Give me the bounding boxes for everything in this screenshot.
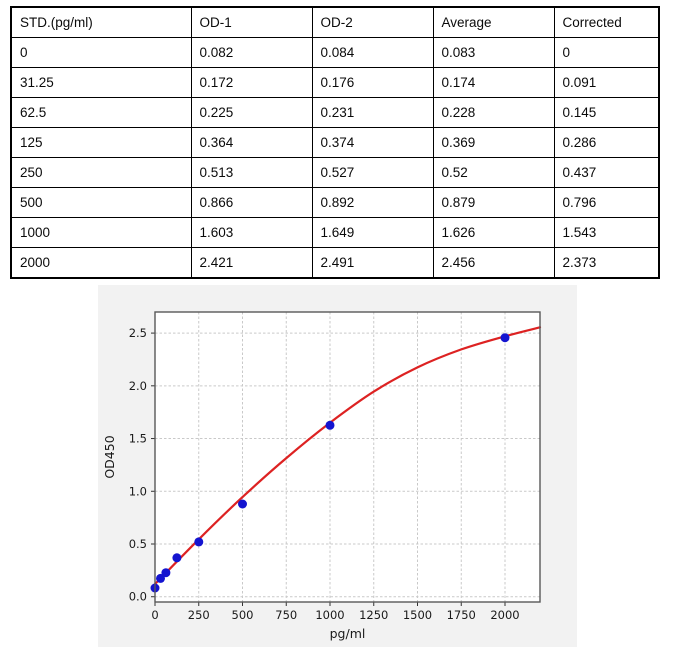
table-cell: 0.228 (432, 97, 555, 128)
table-cell: 2000 (10, 247, 192, 279)
table-cell: 125 (10, 127, 192, 158)
x-tick-labels: 0 250 500 750 1000 1250 1500 1750 2000 (151, 608, 519, 622)
plot-border (154, 311, 541, 603)
table-cell: 0.174 (432, 67, 555, 98)
y-tick-label: 2.5 (129, 326, 147, 340)
data-point (161, 568, 171, 578)
x-tick-label: 1750 (447, 608, 476, 622)
standards-table: STD.(pg/ml) OD-1 OD-2 Average Corrected 0 0.0… (10, 6, 660, 279)
table-row: 500 0.866 0.892 0.879 0.796 (10, 187, 660, 218)
table-cell: 0.879 (432, 187, 555, 218)
column-header: OD-2 (311, 6, 434, 38)
table-cell: 1.649 (311, 217, 434, 248)
table-cell: 0.866 (190, 187, 313, 218)
table-cell: 0.145 (553, 97, 660, 128)
table-cell: 1000 (10, 217, 192, 248)
x-tick-label: 250 (188, 608, 210, 622)
table-cell: 0.225 (190, 97, 313, 128)
table-cell: 0.091 (553, 67, 660, 98)
y-tick-label: 2.0 (129, 379, 147, 393)
table-cell: 0.513 (190, 157, 313, 188)
y-tick-labels: 0.0 0.5 1.0 1.5 2.0 2.5 (129, 326, 147, 604)
data-point (194, 537, 204, 547)
table-row: 1000 1.603 1.649 1.626 1.543 (10, 217, 660, 248)
x-tick-label: 500 (232, 608, 254, 622)
table-cell: 0 (553, 37, 660, 68)
table-cell: 1.603 (190, 217, 313, 248)
data-point (156, 573, 165, 583)
table-row: 125 0.364 0.374 0.369 0.286 (10, 127, 660, 158)
data-point (172, 553, 182, 563)
x-tick-label: 1000 (315, 608, 344, 622)
table-cell: 2.421 (190, 247, 313, 279)
plot-area (155, 312, 540, 602)
table-cell: 2.491 (311, 247, 434, 279)
table-cell: 0.374 (311, 127, 434, 158)
x-tick-label: 1250 (359, 608, 388, 622)
table-cell: 250 (10, 157, 192, 188)
table-cell: 1.626 (432, 217, 555, 248)
data-point (325, 420, 335, 430)
table-cell: 0.084 (311, 37, 434, 68)
table-cell: 0.286 (553, 127, 660, 158)
table-cell: 0.364 (190, 127, 313, 158)
y-tick-label: 1.0 (129, 484, 147, 498)
y-axis-label: OD450 (102, 435, 117, 478)
table-row: 250 0.513 0.527 0.52 0.437 (10, 157, 660, 188)
table-row: 31.25 0.172 0.176 0.174 0.091 (10, 67, 660, 98)
table-cell: 0.172 (190, 67, 313, 98)
column-header: Corrected (553, 6, 660, 38)
column-header: STD.(pg/ml) (10, 6, 192, 38)
table-row: 0 0.082 0.084 0.083 0 (10, 37, 660, 68)
x-tick-label: 750 (275, 608, 297, 622)
x-tick-label: 2000 (490, 608, 519, 622)
standards-table-body: 0 0.082 0.084 0.083 0 31.25 0.172 0.176 0.174 0.0… (10, 37, 660, 279)
table-row: 62.5 0.225 0.231 0.228 0.145 (10, 97, 660, 128)
table-cell: 0.892 (311, 187, 434, 218)
y-tick-label: 0.5 (129, 537, 147, 551)
standard-curve-chart: 0 250 500 750 1000 1250 1500 1750 2000 0.0 0.5 1.0… (102, 311, 542, 641)
standards-table-header: STD.(pg/ml) OD-1 OD-2 Average Corrected (10, 6, 660, 38)
standard-curve-figure: 0 250 500 750 1000 1250 1500 1750 2000 0.0 0.5 1.0… (98, 285, 577, 647)
table-cell: 0.52 (432, 157, 555, 188)
data-point (238, 499, 247, 509)
fit-curve (153, 326, 542, 586)
table-header-row: STD.(pg/ml) OD-1 OD-2 Average Corrected (10, 6, 660, 38)
y-tick-label: 1.5 (129, 432, 147, 446)
column-header: Average (432, 6, 555, 38)
table-cell: 1.543 (553, 217, 660, 248)
y-tick-label: 0.0 (129, 590, 147, 604)
table-cell: 0 (10, 37, 192, 68)
table-cell: 2.456 (432, 247, 555, 279)
table-cell: 0.437 (553, 157, 660, 188)
table-cell: 0.082 (190, 37, 313, 68)
table-cell: 0.527 (311, 157, 434, 188)
table-row: 2000 2.421 2.491 2.456 2.373 (10, 247, 660, 279)
table-cell: 500 (10, 187, 192, 218)
column-header: OD-1 (190, 6, 313, 38)
table-cell: 0.083 (432, 37, 555, 68)
table-cell: 0.176 (311, 67, 434, 98)
x-tick-label: 0 (151, 608, 158, 622)
x-tick-label: 1500 (403, 608, 432, 622)
table-cell: 62.5 (10, 97, 192, 128)
table-cell: 2.373 (553, 247, 660, 279)
table-cell: 31.25 (10, 67, 192, 98)
x-axis-label: pg/ml (330, 626, 366, 641)
table-cell: 0.369 (432, 127, 555, 158)
table-cell: 0.796 (553, 187, 660, 218)
data-point (500, 333, 510, 343)
table-cell: 0.231 (311, 97, 434, 128)
